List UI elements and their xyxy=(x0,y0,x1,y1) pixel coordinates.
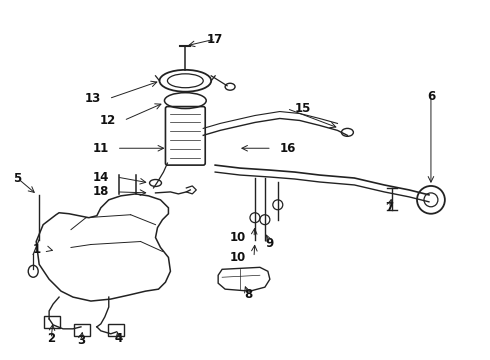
Text: 3: 3 xyxy=(77,334,85,347)
Text: 14: 14 xyxy=(93,171,109,184)
Text: 13: 13 xyxy=(85,92,101,105)
Text: 11: 11 xyxy=(93,142,109,155)
Text: 2: 2 xyxy=(47,332,55,345)
Text: 16: 16 xyxy=(280,142,296,155)
Text: 8: 8 xyxy=(244,288,252,301)
Text: 18: 18 xyxy=(93,185,109,198)
Text: 6: 6 xyxy=(427,90,435,103)
Text: 10: 10 xyxy=(230,231,246,244)
Text: 7: 7 xyxy=(385,201,393,214)
Text: 9: 9 xyxy=(266,237,274,250)
Text: 15: 15 xyxy=(294,102,311,115)
Text: 4: 4 xyxy=(115,332,123,345)
Text: 5: 5 xyxy=(13,171,22,185)
Text: 10: 10 xyxy=(230,251,246,264)
Text: 12: 12 xyxy=(99,114,116,127)
Text: 1: 1 xyxy=(33,243,41,256)
Text: 17: 17 xyxy=(207,33,223,46)
